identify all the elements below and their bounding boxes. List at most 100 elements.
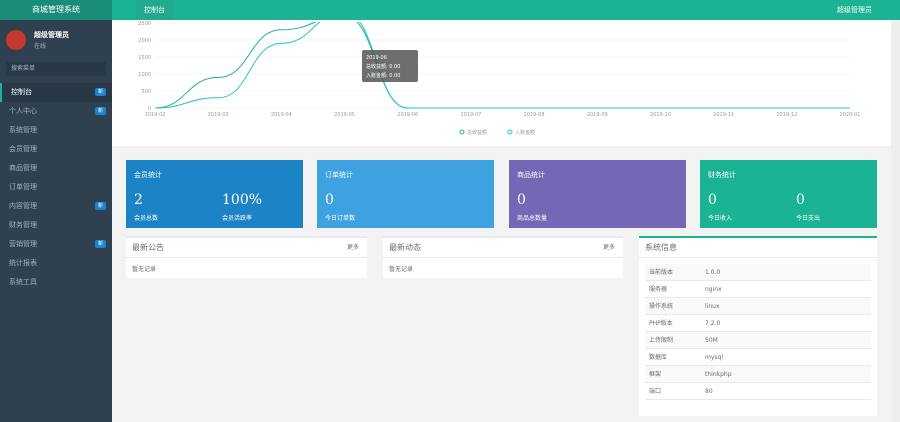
- y-tick-label: 2500: [138, 21, 151, 27]
- x-tick-label: 2019-03: [208, 112, 229, 118]
- legend-symbol: [459, 129, 465, 135]
- panel: 最新公告 更多暂无记录: [126, 236, 367, 278]
- card-title: 财务统计: [708, 171, 736, 179]
- info-value: mysql: [705, 354, 723, 361]
- panel: 最新动态 更多暂无记录: [383, 236, 623, 278]
- tooltip-title: 2019-06: [366, 55, 387, 61]
- panel-empty: 暂无记录: [132, 266, 157, 273]
- y-tick-label: 500: [141, 89, 151, 95]
- x-tick-label: 2019-04: [271, 112, 292, 118]
- card-value: 0: [708, 192, 717, 208]
- card-label: 今日收入: [708, 215, 733, 222]
- avatar: [6, 30, 26, 50]
- card-value: 2: [134, 192, 143, 208]
- menu-item[interactable]: 系统管理: [9, 126, 37, 134]
- info-value: 50M: [705, 337, 718, 344]
- menu-item[interactable]: 营销管理新: [0, 235, 112, 254]
- info-row: 框架 thinkphp: [645, 366, 871, 383]
- info-key: 操作系统: [649, 303, 674, 310]
- menu-badge: 新: [94, 240, 106, 248]
- y-tick-label: 0: [148, 106, 151, 112]
- menu-item[interactable]: 统计报表: [9, 259, 37, 267]
- x-tick-label: 2019-06: [397, 112, 418, 118]
- info-key: 框架: [649, 371, 662, 378]
- x-tick-label: 2019-08: [524, 112, 545, 118]
- info-key: 端口: [649, 388, 662, 395]
- stat-card: 会员统计 2 会员总数 100% 会员活跃率: [126, 160, 303, 228]
- menu-item[interactable]: 系统工具: [9, 278, 37, 286]
- x-tick-label: 2020-01: [840, 112, 861, 118]
- stat-card: 财务统计 0 今日收入 0 今日支出: [700, 160, 877, 228]
- menu-item[interactable]: 财务管理: [9, 221, 37, 229]
- card-label: 今日支出: [796, 215, 821, 222]
- menu-item[interactable]: 控制台新: [0, 83, 112, 102]
- menu-item[interactable]: 商品管理: [9, 164, 37, 172]
- card-value: 0: [325, 192, 334, 208]
- chart-panel: 0 500 1000 1500 2000 2500 2019-02 2019-03 2019-0…: [112, 20, 891, 146]
- info-row: 上传限制 50M: [645, 332, 871, 349]
- y-tick-label: 1000: [138, 72, 151, 78]
- info-key: 上传限制: [649, 337, 674, 344]
- x-tick-label: 2019-09: [587, 112, 608, 118]
- info-row: PHP版本 7.2.0: [645, 315, 871, 332]
- panel-more[interactable]: 更多: [602, 244, 615, 251]
- panel-title: 最新公告: [126, 238, 367, 258]
- legend-label[interactable]: 总收益额: [467, 129, 487, 136]
- info-key: 当前版本: [649, 269, 674, 276]
- panel-title: 最新动态: [383, 238, 623, 258]
- info-value: 80: [705, 388, 713, 395]
- stat-card: 商品统计 0 商品总数量: [509, 160, 686, 228]
- series-line: [154, 22, 850, 109]
- menu-badge: 新: [94, 88, 106, 96]
- chart: 0 500 1000 1500 2000 2500 2019-02 2019-03 2019-0…: [138, 21, 861, 136]
- info-value: nginx: [705, 286, 722, 293]
- info-row: 数据库 mysql: [645, 349, 871, 366]
- y-tick-label: 1500: [138, 55, 151, 61]
- card-title: 订单统计: [325, 171, 353, 179]
- card-title: 商品统计: [517, 171, 545, 179]
- info-key: 服务器: [649, 286, 668, 293]
- tooltip-row: 入账金额: 0.00: [366, 72, 400, 79]
- info-row: 服务器 nginx: [645, 281, 871, 298]
- user-name: 超级管理员: [34, 31, 69, 39]
- top-bar: [0, 0, 900, 20]
- info-value: linux: [705, 303, 720, 310]
- logo: 商城管理系统: [0, 0, 112, 20]
- legend-label[interactable]: 入账金额: [515, 129, 535, 136]
- menu-badge: 新: [94, 107, 106, 115]
- info-row: 端口 80: [645, 383, 871, 400]
- tab[interactable]: 控制台: [136, 0, 173, 20]
- x-tick-label: 2019-12: [776, 112, 797, 118]
- x-tick-label: 2019-10: [650, 112, 671, 118]
- info-value: 7.2.0: [705, 320, 721, 327]
- menu-item[interactable]: 会员管理: [9, 145, 37, 153]
- x-tick-label: 2019-02: [145, 112, 166, 118]
- x-tick-label: 2019-11: [713, 112, 734, 118]
- info-value: 1.0.0: [705, 269, 721, 276]
- panel-more[interactable]: 更多: [346, 244, 359, 251]
- sidebar: 超级管理员 在线 搜索菜单 控制台新个人中心新系统管理会员管理商品管理订单管理内…: [0, 20, 112, 422]
- info-key: PHP版本: [649, 320, 673, 327]
- card-value: 100%: [222, 192, 263, 208]
- menu-item[interactable]: 内容管理新: [0, 197, 112, 216]
- search-box[interactable]: 搜索菜单: [6, 62, 106, 76]
- card-label: 会员活跃率: [222, 215, 253, 222]
- system-panel: 系统信息 当前版本 1.0.0 服务器 nginx 操作系统 linux PHP版本 7.2.0…: [639, 236, 877, 416]
- x-tick-label: 2019-07: [460, 112, 481, 118]
- menu-badge: 新: [94, 202, 106, 210]
- legend-symbol: [507, 129, 513, 135]
- tooltip-row: 总收益额: 0.00: [366, 63, 400, 70]
- panel-empty: 暂无记录: [389, 266, 414, 273]
- card-value: 0: [517, 192, 526, 208]
- scrollbar[interactable]: [891, 20, 900, 422]
- user-status: 在线: [34, 43, 47, 50]
- series-line: [154, 22, 850, 109]
- info-key: 数据库: [649, 354, 668, 361]
- menu-item[interactable]: 个人中心新: [0, 102, 112, 121]
- menu-item[interactable]: 订单管理: [9, 183, 37, 191]
- card-label: 今日订单数: [325, 215, 356, 222]
- card-value: 0: [796, 192, 805, 208]
- user-menu[interactable]: 超级管理员: [837, 6, 872, 14]
- tooltip-box: [362, 50, 418, 82]
